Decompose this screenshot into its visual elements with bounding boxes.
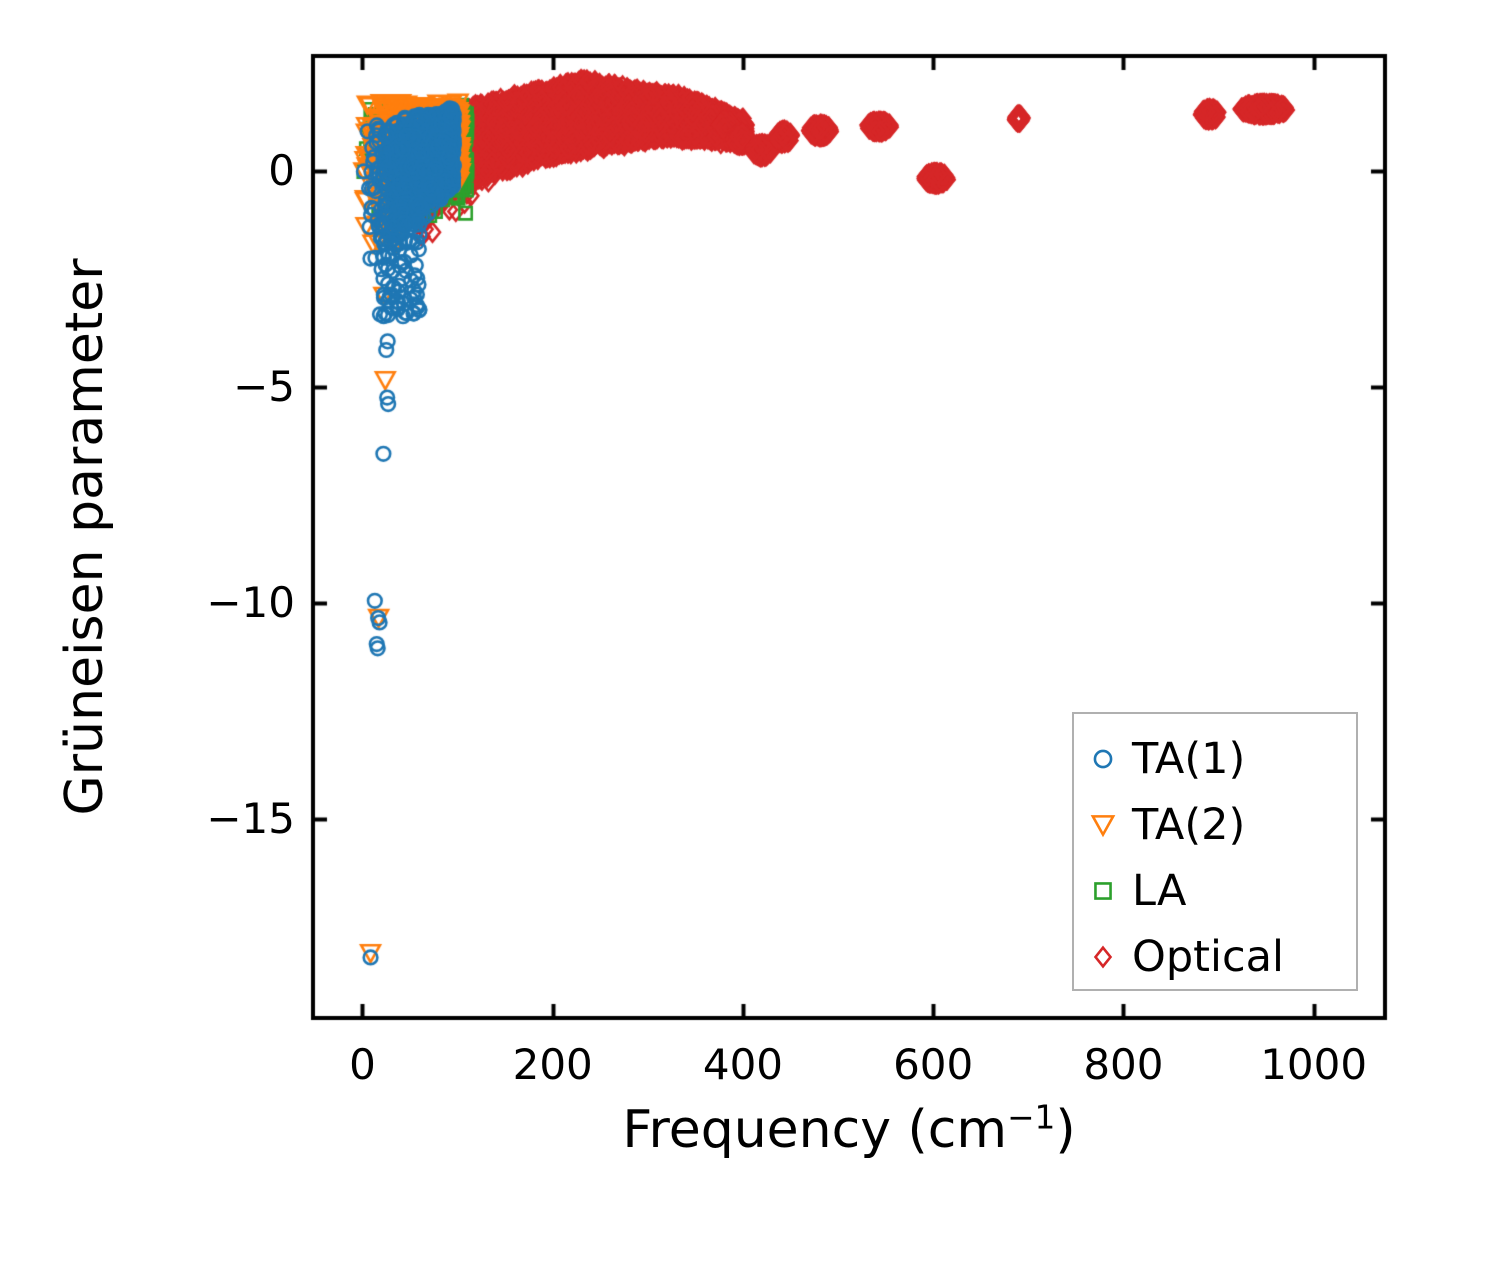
- y-tick-label: −15: [206, 794, 295, 844]
- square-marker-icon: [1074, 871, 1132, 911]
- legend-item-optical[interactable]: Optical: [1074, 924, 1356, 990]
- legend-label: TA(2): [1132, 799, 1246, 850]
- x-tick-label: 1000: [1260, 1040, 1368, 1089]
- y-axis-label: Grüneisen parameter: [55, 258, 115, 816]
- triangle_down-marker-icon: [1074, 805, 1132, 845]
- legend-item-ta2[interactable]: TA(2): [1074, 792, 1356, 858]
- y-tick-label: 0: [268, 145, 295, 195]
- legend-item-la[interactable]: LA: [1074, 858, 1356, 924]
- legend-label: LA: [1132, 865, 1187, 916]
- x-tick-label: 400: [702, 1040, 784, 1089]
- x-tick-label: 600: [893, 1040, 974, 1089]
- x-axis-label: Frequency (cm−1): [622, 1098, 1076, 1160]
- x-tick-label: 800: [1083, 1040, 1164, 1089]
- x-tick-label: 200: [512, 1040, 593, 1089]
- diamond-marker-icon: [1074, 937, 1132, 977]
- legend-label: TA(1): [1132, 733, 1246, 784]
- legend-label: Optical: [1132, 931, 1284, 982]
- circle-marker-icon: [1074, 739, 1132, 779]
- y-tick-label: −10: [206, 577, 295, 627]
- y-tick-label: −5: [233, 361, 295, 411]
- x-tick-label: 0: [349, 1040, 376, 1089]
- legend[interactable]: TA(1) TA(2) LA Optical: [1072, 712, 1358, 991]
- legend-item-ta1[interactable]: TA(1): [1074, 726, 1356, 792]
